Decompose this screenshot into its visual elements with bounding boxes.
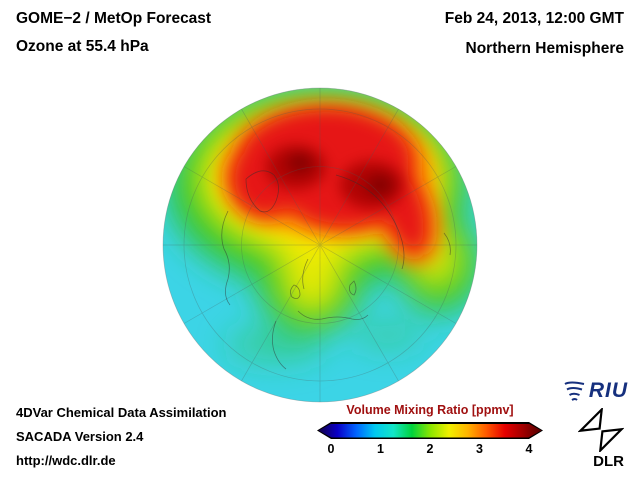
dlr-logo: DLR [564,406,625,470]
level-title: Ozone at 55.4 hPa [16,38,149,55]
graticule [163,88,477,402]
dlr-logo-text: DLR [593,453,624,470]
ozone-field-maxima [266,145,404,209]
product-title: GOME−2 / MetOp Forecast [16,10,212,27]
dlr-emblem-icon [577,406,625,454]
colorbar-title: Volume Mixing Ratio [ppmv] [346,403,514,417]
colorbar-tick-2: 2 [426,442,434,456]
hemisphere-label: Northern Hemisphere [465,40,624,57]
colorbar-tick-4: 4 [525,442,533,456]
colorbar-tick-0: 0 [327,442,335,456]
footer-assimilation-label: 4DVar Chemical Data Assimilation [16,405,227,420]
coastlines [221,170,451,370]
datetime-label: Feb 24, 2013, 12:00 GMT [444,10,624,27]
globe-rim [162,87,478,403]
ozone-globe-map [162,87,478,403]
colorbar-tick-1: 1 [377,442,384,456]
colorbar-gradient [319,424,542,438]
colorbar: Volume Mixing Ratio [ppmv] 0 1 2 3 4 [317,403,543,456]
riu-waves-icon [564,381,585,401]
riu-logo-text: RIU [588,379,628,402]
footer-url: http://wdc.dlr.de [16,453,116,468]
riu-logo: RIU [564,379,628,403]
colorbar-tick-labels: 0 1 2 3 4 [317,439,543,456]
colorbar-tick-3: 3 [476,442,483,456]
footer-version-label: SACADA Version 2.4 [16,429,144,444]
colorbar-outline [317,422,543,439]
